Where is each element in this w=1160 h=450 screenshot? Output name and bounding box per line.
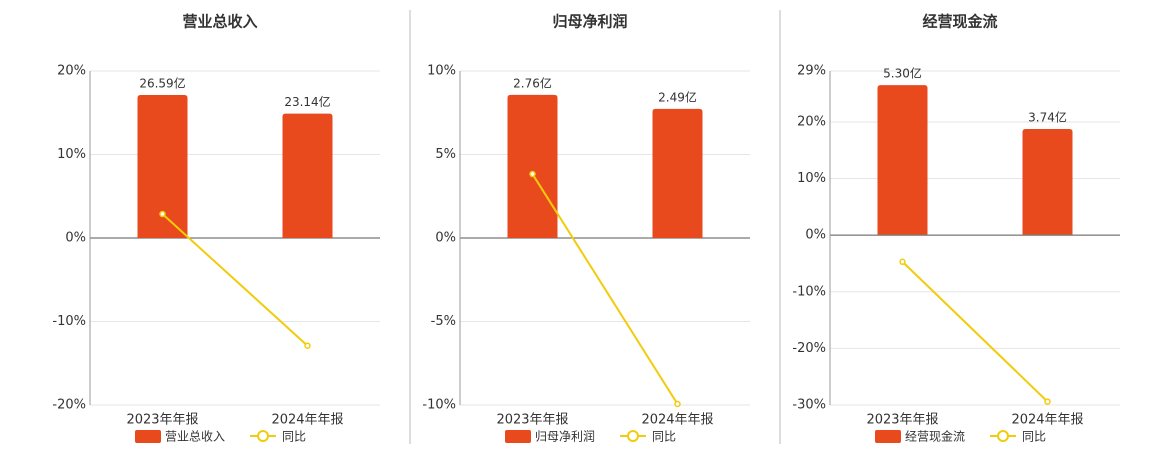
legend-marker [997, 430, 1009, 442]
y-tick-label: -30% [792, 398, 826, 413]
y-tick-label: -10% [422, 398, 456, 413]
x-tick-label: 2023年年报 [866, 413, 938, 428]
legend-swatch [875, 430, 901, 443]
y-tick-label: -5% [431, 314, 456, 329]
legend-marker [257, 430, 269, 442]
y-tick-label: 0% [805, 228, 826, 243]
y-tick-label: -20% [792, 341, 826, 356]
line-point [1044, 398, 1051, 405]
y-tick-label: -20% [52, 398, 86, 413]
legend-label: 同比 [652, 430, 676, 444]
line-point [529, 170, 536, 178]
chart-title: 营业总收入 [182, 13, 257, 31]
x-tick-label: 2024年年报 [271, 413, 343, 428]
x-tick-label: 2024年年报 [1011, 413, 1083, 428]
value-label: 23.14亿 [284, 94, 330, 109]
line-point [159, 210, 166, 218]
legend-label: 营业总收入 [165, 430, 225, 444]
y-tick-label: 29% [797, 64, 826, 79]
chart-title: 经营现金流 [922, 13, 997, 31]
y-tick-label: 10% [427, 64, 456, 79]
chart-title: 归母净利润 [552, 13, 627, 31]
line-point [899, 258, 906, 266]
legend-swatch [135, 430, 161, 443]
bar [137, 95, 188, 238]
y-tick-label: 10% [797, 171, 826, 186]
x-tick-label: 2023年年报 [126, 413, 198, 428]
line-series [531, 173, 679, 405]
legend-marker [627, 430, 639, 442]
bar [282, 113, 333, 238]
y-tick-label: 20% [797, 114, 826, 129]
y-tick-label: 20% [57, 64, 86, 79]
legend-label: 同比 [1022, 430, 1046, 444]
x-tick-label: 2024年年报 [641, 413, 713, 428]
legend-label: 同比 [282, 430, 306, 444]
value-label: 5.30亿 [883, 66, 922, 81]
y-tick-label: 5% [435, 147, 456, 162]
line-point [304, 342, 311, 349]
y-tick-label: -10% [52, 314, 86, 329]
value-label: 2.76亿 [513, 75, 552, 90]
bar [877, 85, 928, 235]
line-series [901, 261, 1049, 403]
legend-label: 归母净利润 [535, 430, 595, 444]
bar [507, 94, 558, 238]
bar [652, 108, 703, 238]
legend-swatch [505, 430, 531, 443]
value-label: 2.49亿 [658, 89, 697, 104]
y-tick-label: -10% [792, 284, 826, 299]
line-series [161, 213, 309, 347]
line-point [674, 400, 681, 408]
legend-label: 经营现金流 [905, 429, 965, 444]
x-tick-label: 2023年年报 [496, 413, 568, 428]
y-tick-label: 10% [57, 147, 86, 162]
y-tick-label: 0% [65, 231, 86, 246]
value-label: 26.59亿 [139, 76, 185, 91]
bar [1022, 129, 1073, 235]
y-tick-label: 0% [435, 231, 456, 246]
value-label: 3.74亿 [1028, 110, 1067, 125]
